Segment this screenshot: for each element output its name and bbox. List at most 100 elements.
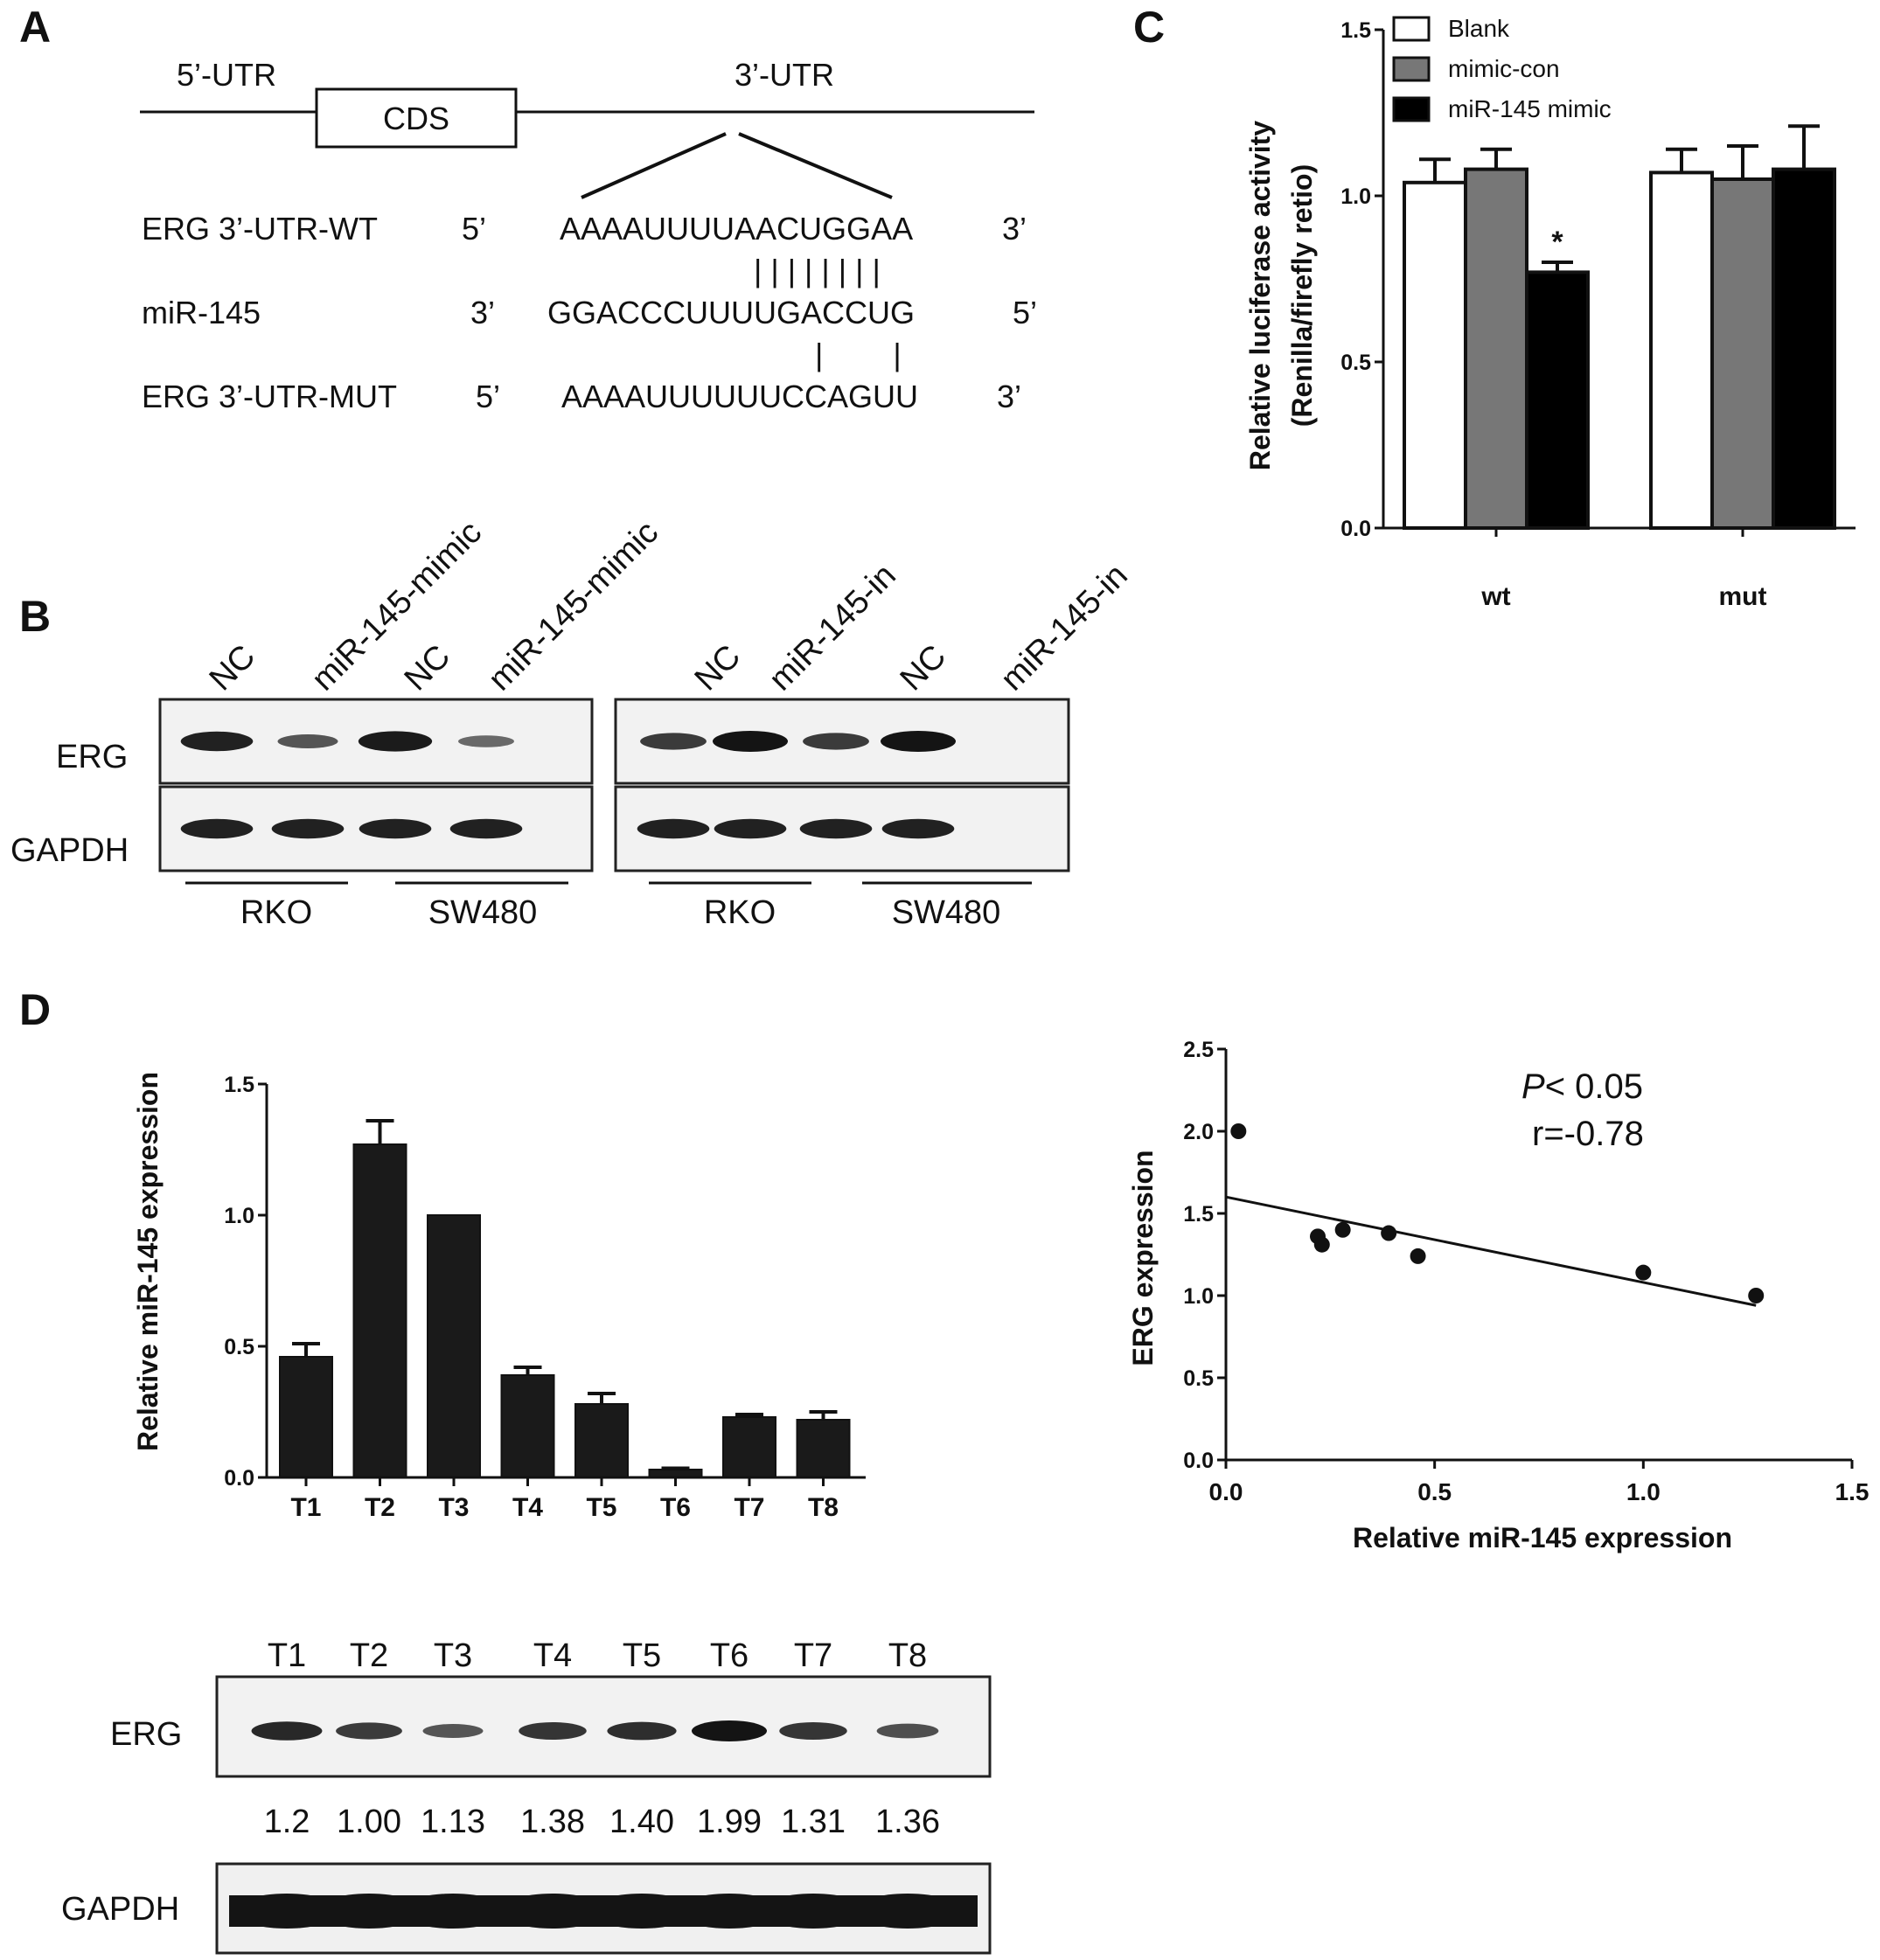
erg-band [336,1722,402,1740]
cell-line-label: SW480 [428,894,538,931]
y-tick-label: 1.0 [1183,1284,1214,1309]
wt-row-name: ERG 3’-UTR-WT [142,211,378,247]
x-tick-label: T3 [438,1493,469,1522]
bar [500,1374,555,1478]
y-tick-label: 2.5 [1183,1038,1214,1062]
erg-ratio-value: 1.00 [337,1804,401,1840]
mir145-bars [279,1119,851,1478]
legend-swatch [1392,96,1431,122]
erg-ratio-value: 1.36 [875,1804,940,1840]
mir-row-name: miR-145 [142,295,261,330]
gapdh-band [229,1895,978,1927]
x-tick-label: T2 [365,1493,395,1522]
erg-ratio-values: 1.2 1.00 1.13 1.38 1.40 1.99 1.31 1.36 [264,1804,940,1840]
utr5-label: 5’-UTR [177,57,276,93]
legend-label: mimic-con [1448,55,1560,82]
legend-swatch [1392,56,1431,82]
x-tick-label: T5 [586,1493,616,1522]
gapdh-bands-left [180,818,523,839]
tumor-lane-label: T6 [710,1637,749,1674]
lane-label: miR-145-mimic [305,514,489,698]
erg-ratio-value: 1.40 [609,1804,674,1840]
gapdh-band [359,818,432,839]
pairing-bottom: | | [815,337,902,372]
scatter-point [1748,1288,1765,1303]
significance-star: * [1551,226,1563,259]
cds-label: CDS [383,101,449,136]
erg-band [251,1721,323,1741]
luciferase-axes: 0.0 0.5 1.0 1.5 wt mut [1340,18,1856,611]
gapdh-band [180,818,254,839]
erg-band [692,1720,767,1741]
lane-label: NC [203,638,263,699]
x-axis-title: Relative miR-145 expression [1353,1522,1732,1553]
bar [1772,167,1836,530]
x-tick-label: mut [1719,582,1767,611]
erg-bands-right [640,731,956,752]
mir145-axes: 0.0 0.5 1.0 1.5 T1 T2 T3 T4 T5 T6 T7 T8 [224,1073,866,1522]
panel-d-bar-chart: 0.0 0.5 1.0 1.5 T1 T2 T3 T4 T5 T6 T7 T8 Relative mi… [132,1072,866,1522]
mut-row-left: 5’ [476,379,500,414]
wt-row-seq: AAAAUUUUAACUGGAA [560,211,913,247]
lane-label: NC [688,638,749,699]
tumor-lane-labels: T1 T2 T3 T4 T5 T6 T7 T8 [268,1637,927,1674]
gapdh-band [881,818,955,839]
mir-row-right: 5’ [1013,295,1037,330]
erg-band [519,1722,587,1740]
panel-b: NC miR-145-mimic NC miR-145-mimic NC miR… [10,514,1135,931]
bar [574,1403,629,1478]
y-tick-label: 1.5 [1183,1202,1214,1227]
erg-band [422,1724,484,1738]
bar [279,1356,333,1478]
luciferase-bars: * [1403,124,1836,531]
erg-ratio-value: 1.38 [520,1804,585,1840]
y-tick-label: 0.5 [224,1335,254,1359]
y-tick-label: 0.0 [224,1466,254,1491]
gapdh-row-label: GAPDH [61,1891,179,1928]
erg-tumor-bands [251,1720,939,1741]
gapdh-tumor-bands [229,1894,978,1929]
y-tick-label: 1.0 [224,1204,254,1228]
gapdh-band [714,818,787,839]
y-tick-label: 1.0 [1340,184,1371,209]
scatter-points [1225,1123,1765,1307]
panel-d-scatter: 0.0 0.5 1.0 1.5 2.0 2.5 0.0 0.5 1.0 1.5 Relative … [1127,1038,1869,1553]
x-tick-label: T4 [512,1493,543,1522]
cell-line-label: RKO [704,894,776,931]
scatter-point [1381,1225,1397,1241]
tumor-lane-label: T2 [350,1637,388,1674]
panel-label-a: A [19,3,51,52]
gapdh-band [449,818,523,839]
mir-row-left: 3’ [470,295,495,330]
tumor-lane-label: T5 [623,1637,661,1674]
erg-band [640,733,707,750]
erg-ratio-value: 1.31 [781,1804,846,1840]
y-tick-label: 0.5 [1183,1366,1214,1391]
wt-row-right: 3’ [1002,211,1027,247]
erg-band [180,731,254,752]
erg-band [358,731,433,752]
scatter-point [1334,1221,1351,1238]
tumor-lane-label: T8 [888,1637,927,1674]
y-axis-title-2: (Renilla/firefly retio) [1286,164,1318,427]
blot-frame [215,1675,992,1778]
scatter-point [1230,1123,1247,1139]
erg-band [713,731,788,752]
gapdh-band [637,818,710,839]
x-tick-label: wt [1480,582,1510,611]
y-tick-label: 1.5 [224,1073,254,1097]
legend-swatch [1392,16,1431,42]
erg-band [803,733,869,750]
x-tick-label: T7 [734,1493,764,1522]
lane-label: miR-145-mimic [482,514,665,698]
erg-band [458,735,514,747]
mut-row-name: ERG 3’-UTR-MUT [142,379,397,414]
panel-label-d: D [19,985,51,1034]
y-axis-title: Relative luciferase activity [1244,121,1276,470]
lane-label: NC [398,638,458,699]
erg-band [779,1722,847,1740]
cds-box [315,87,518,149]
panel-c-chart: * 0.0 0.5 1.0 1.5 wt mut Relative luciferase … [1244,15,1856,611]
panel-a: 5’-UTR CDS 3’-UTR ERG 3’-UTR-WT 5’ AAAAU… [140,57,1037,414]
erg-band [876,1723,939,1739]
